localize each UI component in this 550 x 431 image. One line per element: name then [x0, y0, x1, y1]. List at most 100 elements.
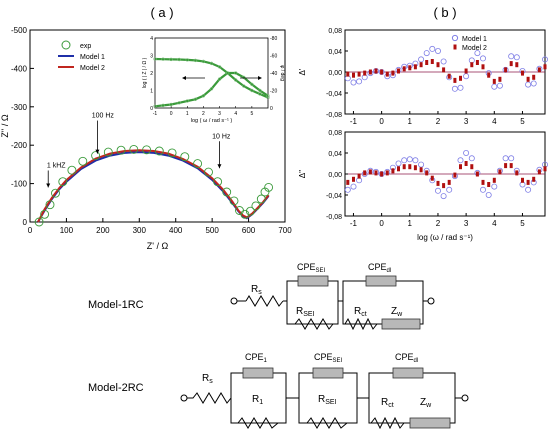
warburg-element: [381, 318, 421, 330]
inset-point: [258, 92, 262, 96]
model2-residual-point: [442, 67, 446, 73]
model1-residual-point: [350, 79, 357, 86]
model1-residual-point: [525, 81, 532, 88]
model1-residual-point: [344, 186, 351, 193]
inset-x-label: log ( ω / rad s⁻¹ ): [191, 118, 233, 124]
model2-residual-point: [537, 169, 541, 175]
model2-residual-point: [492, 78, 496, 84]
model1-residual-point: [508, 155, 515, 162]
inset-point: [185, 99, 190, 103]
exp-point: [167, 148, 177, 158]
cpe1-label: CPE1: [245, 352, 268, 364]
exp-point: [51, 188, 60, 198]
exp-point: [154, 146, 164, 156]
inset-x-tick-label: 1: [186, 111, 189, 117]
inset-frame: [154, 37, 269, 109]
model2-residual-point: [352, 72, 355, 78]
y-tick-label: -0,04: [326, 193, 342, 200]
inset-point: [169, 102, 173, 107]
cpe-dl-label: CPEdl: [368, 262, 391, 274]
model2-residual-point: [464, 161, 468, 166]
legend-label: Model 2: [462, 45, 487, 52]
inset-phase-line: [154, 71, 269, 108]
model2-line: [37, 149, 270, 223]
inset-point: [169, 57, 173, 62]
zw-label: Zw: [391, 306, 403, 318]
model2-residual-point: [357, 173, 361, 179]
y-tick-label: -400: [11, 64, 28, 73]
cpe-sei-element: [297, 275, 329, 287]
model1-residual-point: [502, 66, 509, 73]
inset-y-tick-label: 1: [150, 89, 153, 95]
x-tick-label: -1: [350, 219, 358, 228]
inset-y-label-right: φ / deg: [279, 65, 285, 81]
inset-point: [193, 58, 198, 63]
exp-point: [213, 177, 223, 187]
model2-residual-point: [380, 171, 384, 177]
resistor-rct: [344, 317, 378, 331]
exp-point: [222, 187, 232, 197]
model1-residual-point: [434, 187, 441, 194]
legend-marker: [453, 44, 457, 50]
inset-y2-tick-label: -60: [270, 54, 277, 60]
model1-residual-point: [350, 183, 357, 190]
x-tick-label: 4: [492, 117, 497, 126]
x-tick-label: 200: [96, 226, 110, 235]
inset-point: [242, 84, 246, 88]
model1-residual-point: [378, 69, 385, 76]
model1-residual-point: [479, 186, 486, 193]
exp-point: [240, 209, 250, 219]
model2-residual-point: [487, 182, 491, 187]
exp-point: [40, 209, 50, 219]
model1-residual-point: [423, 50, 430, 57]
model2-residual-point: [447, 73, 451, 79]
cpe1-element: [242, 367, 274, 379]
y-tick-label: 0,00: [328, 70, 342, 77]
model2-residual-point: [397, 166, 400, 172]
model1-residual-point: [457, 84, 464, 91]
inset-point: [233, 78, 238, 82]
cpe-dl-label: CPEdl: [395, 352, 418, 364]
rsei-label: RSEI: [296, 306, 315, 318]
model2-residual-point: [521, 70, 524, 76]
y-tick-label: 0,00: [328, 172, 342, 179]
model2-residual-point: [391, 70, 395, 76]
rct-label: Rct: [381, 397, 394, 409]
exp-point: [129, 144, 139, 154]
inset-y2-tick-label: 0: [270, 106, 273, 112]
model2-residual-point: [363, 70, 367, 76]
model2-residual-point: [532, 176, 536, 182]
y-tick-label: -200: [11, 141, 28, 150]
inset-y2-tick-label: -40: [270, 71, 277, 77]
exp-point: [229, 196, 239, 206]
inset-x-tick-label: 5: [250, 111, 253, 117]
exp-point: [256, 194, 266, 204]
inset-point: [258, 88, 262, 93]
exp-point: [180, 152, 190, 162]
legend-label: Model 1: [462, 36, 487, 43]
model1-residual-point: [440, 58, 447, 65]
inset-x-tick-label: 2: [202, 111, 205, 117]
exp-point: [45, 200, 55, 210]
annotation-arrowhead: [217, 164, 222, 169]
inset-point: [161, 103, 165, 108]
legend-label: Model 2: [80, 65, 105, 72]
cpe-sei-label: CPESEI: [314, 352, 343, 364]
x-tick-label: 3: [464, 219, 469, 228]
model1-residual-point: [372, 68, 379, 75]
x-tick-label: 100: [60, 226, 74, 235]
circuit-model-1: Model-1RC Rs CPESEI RSEI CPEdl Rct Zw: [88, 262, 435, 331]
model1-residual-point: [508, 53, 515, 60]
model2-residual-point: [391, 168, 395, 174]
model2-residual-point: [487, 72, 491, 78]
model1-residual-point: [525, 186, 532, 193]
model1-residual-point: [474, 50, 481, 57]
legend-marker: [61, 40, 71, 50]
inset-point: [217, 77, 222, 81]
legend-label: exp: [80, 43, 91, 50]
model1-residual-point: [446, 186, 453, 193]
resistor-rsei: [294, 318, 334, 330]
model1-residual-point: [429, 45, 436, 52]
x-tick-label: 5: [520, 219, 525, 228]
